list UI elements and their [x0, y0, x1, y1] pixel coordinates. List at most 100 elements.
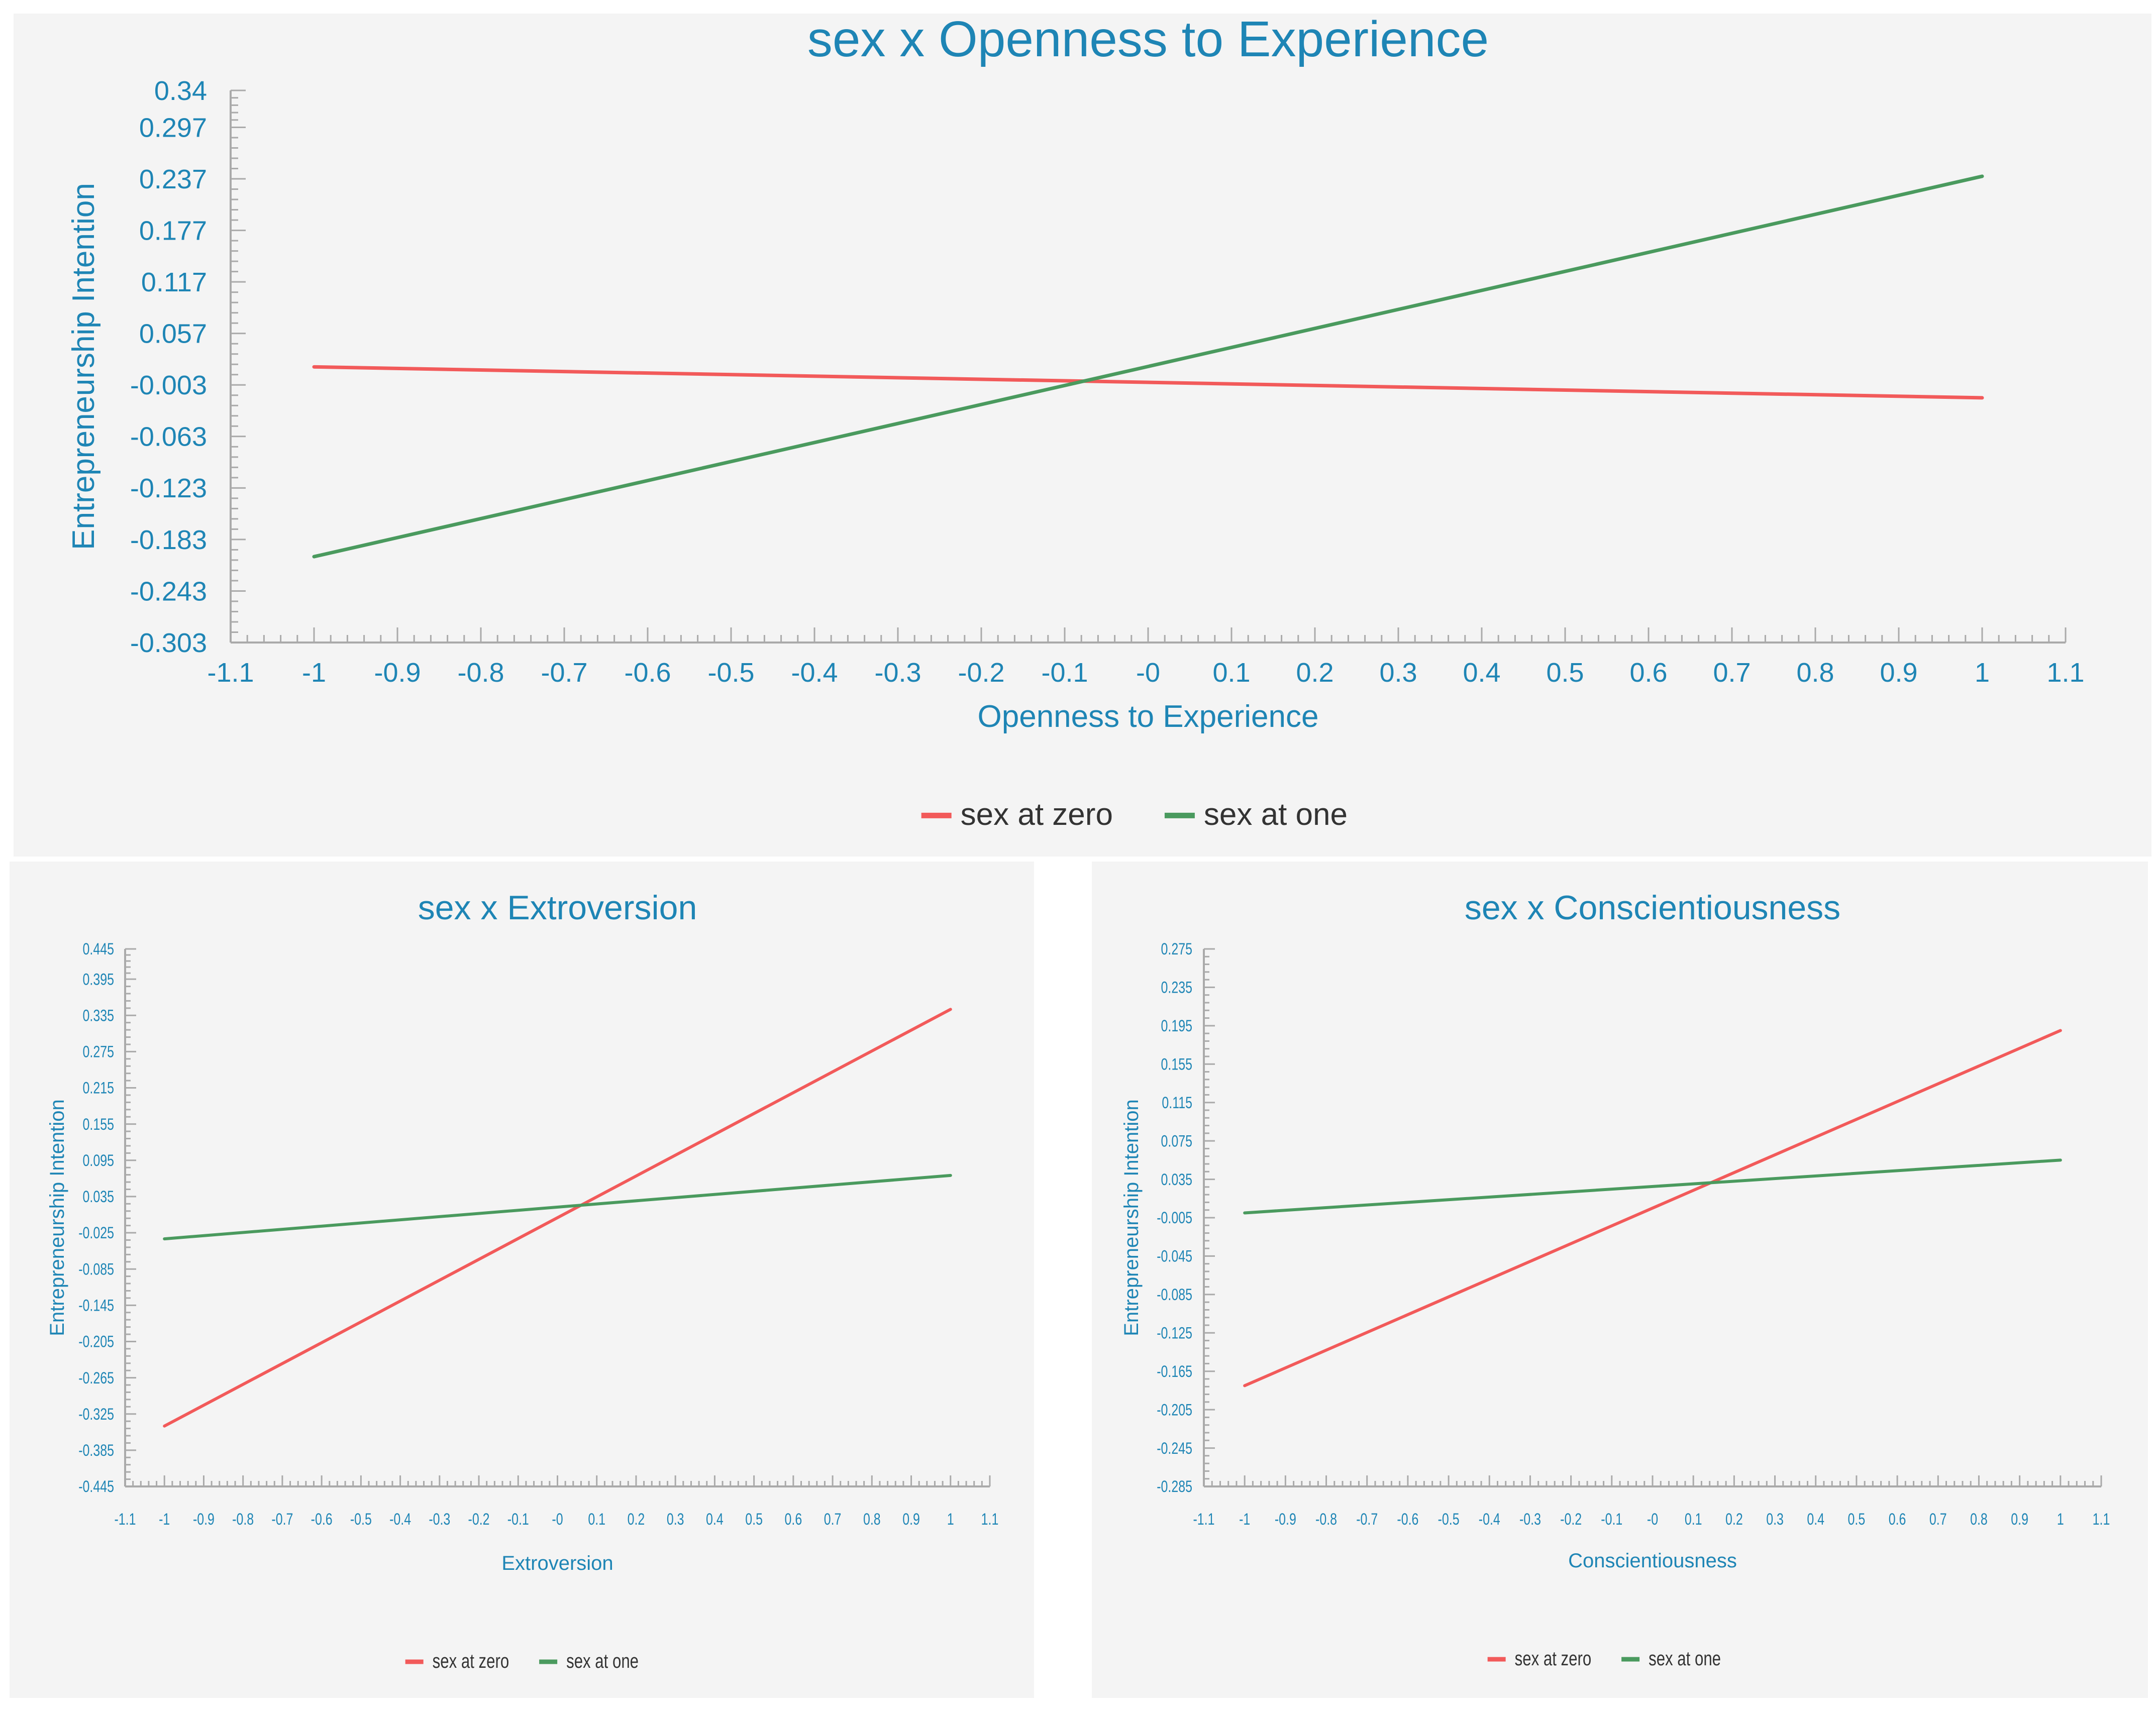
x-tick-label: 1.1 — [2046, 658, 2084, 688]
legend-label: sex at one — [1649, 1647, 1721, 1670]
y-tick-label: 0.297 — [139, 113, 207, 143]
y-tick-label: -0.265 — [78, 1369, 114, 1387]
x-tick-label: -0.3 — [874, 658, 921, 688]
y-axis-title: Entrepreneurship Intention — [46, 1099, 68, 1336]
y-axis-title: Entrepreneurship Intention — [1120, 1099, 1143, 1336]
y-tick-label: -0.243 — [130, 576, 207, 606]
x-tick-label: 0.7 — [1713, 658, 1751, 688]
x-tick-label: 0.8 — [1970, 1511, 1988, 1529]
x-tick-label: -0.5 — [1438, 1511, 1460, 1529]
y-tick-label: 0.34 — [154, 76, 207, 106]
y-tick-label: -0.205 — [1157, 1401, 1192, 1419]
series-line-sex-at-one — [1243, 1158, 2062, 1215]
y-tick-label: -0.245 — [1157, 1440, 1192, 1458]
x-tick-label: 0.7 — [824, 1511, 842, 1529]
legend-label: sex at one — [566, 1650, 639, 1672]
x-tick-label: -0.3 — [429, 1511, 450, 1529]
chart-title: sex x Extroversion — [418, 889, 697, 927]
x-tick-label: 1 — [947, 1511, 954, 1529]
y-tick-label: 0.275 — [1161, 940, 1192, 958]
x-tick-label: -0.2 — [958, 658, 1004, 688]
x-tick-label: -1.1 — [1193, 1511, 1215, 1529]
x-tick-label: -0.3 — [1519, 1511, 1541, 1529]
y-tick-label: 0.095 — [83, 1152, 114, 1170]
y-tick-label: -0.385 — [78, 1442, 114, 1460]
x-tick-label: -0 — [552, 1511, 563, 1529]
x-tick-label: -0.7 — [1356, 1511, 1378, 1529]
x-tick-label: 0.4 — [1807, 1511, 1824, 1529]
y-tick-label: -0.125 — [1157, 1325, 1192, 1343]
y-tick-label: -0.085 — [1157, 1286, 1192, 1304]
x-tick-label: -0.8 — [232, 1511, 254, 1529]
x-tick-label: 1.1 — [981, 1511, 999, 1529]
x-tick-label: 1.1 — [2093, 1511, 2110, 1529]
y-tick-label: -0.123 — [130, 473, 207, 503]
y-tick-label: -0.303 — [130, 628, 207, 658]
x-tick-label: 0.1 — [1685, 1511, 1702, 1529]
y-tick-label: 0.275 — [83, 1043, 114, 1061]
y-tick-label: 0.215 — [83, 1080, 114, 1098]
y-tick-label: 0.445 — [83, 940, 114, 958]
series-line-sex-at-zero — [1243, 1029, 2062, 1387]
legend-label: sex at zero — [1515, 1647, 1592, 1670]
x-tick-label: -1 — [159, 1511, 170, 1529]
x-tick-label: -0.1 — [1601, 1511, 1622, 1529]
y-axis-title: Entrepreneurship Intention — [66, 183, 101, 550]
x-tick-label: -0.9 — [1275, 1511, 1296, 1529]
x-tick-label: 0.9 — [2011, 1511, 2028, 1529]
y-tick-label: 0.035 — [1161, 1171, 1192, 1189]
y-tick-label: -0.145 — [78, 1297, 114, 1315]
x-tick-label: 0.8 — [863, 1511, 881, 1529]
y-tick-label: 0.117 — [141, 267, 207, 297]
x-tick-label: -0.6 — [1397, 1511, 1418, 1529]
y-tick-label: -0.285 — [1157, 1478, 1192, 1496]
y-tick-label: -0.003 — [130, 370, 207, 400]
y-tick-label: 0.035 — [83, 1188, 114, 1206]
x-tick-label: -0.8 — [1315, 1511, 1337, 1529]
x-tick-label: -0.8 — [457, 658, 504, 688]
y-tick-label: 0.075 — [1161, 1132, 1192, 1150]
x-tick-label: 0.1 — [588, 1511, 605, 1529]
x-tick-label: -0.4 — [1479, 1511, 1500, 1529]
chart-panel-conscientiousness: sex x Conscientiousness -1.1 -1 -0.9 -0.8 -0.… — [1092, 862, 2148, 1698]
chart-panel-extroversion: sex x Extroversion -1.1 -1 -0.9 -0.8 -0.7 -0.6… — [10, 862, 1034, 1698]
y-tick-label: -0.025 — [78, 1224, 114, 1242]
x-tick-label: -0.2 — [468, 1511, 490, 1529]
x-tick-label: 0.5 — [1546, 658, 1584, 688]
x-tick-label: -0.5 — [350, 1511, 372, 1529]
x-tick-label: -0.1 — [507, 1511, 529, 1529]
x-tick-label: -0.9 — [193, 1511, 215, 1529]
x-tick-label: -1.1 — [114, 1511, 136, 1529]
x-tick-label: 1 — [2057, 1511, 2064, 1529]
x-tick-label: -0 — [1647, 1511, 1658, 1529]
x-tick-label: -0.1 — [1041, 658, 1088, 688]
x-tick-label: -1 — [302, 658, 326, 688]
x-tick-label: 0.8 — [1796, 658, 1834, 688]
x-tick-label: 0.5 — [745, 1511, 763, 1529]
y-tick-label: -0.005 — [1157, 1209, 1192, 1227]
y-tick-label: 0.395 — [83, 971, 114, 989]
x-tick-label: 0.2 — [1296, 658, 1333, 688]
y-tick-label: 0.335 — [83, 1007, 114, 1025]
x-tick-label: 1 — [1975, 658, 1990, 688]
y-tick-label: 0.057 — [139, 319, 207, 349]
y-tick-label: 0.195 — [1161, 1017, 1192, 1035]
y-tick-label: -0.085 — [78, 1261, 114, 1279]
extroversion-chart: sex x Extroversion -1.1 -1 -0.9 -0.8 -0.7 -0.6… — [46, 889, 999, 1672]
x-tick-label: -1.1 — [207, 658, 254, 688]
x-tick-label: 0.2 — [1725, 1511, 1743, 1529]
x-tick-label: 0.4 — [706, 1511, 724, 1529]
x-tick-label: -0.2 — [1560, 1511, 1582, 1529]
y-tick-label: 0.177 — [139, 216, 207, 246]
x-tick-label: 0.4 — [1463, 658, 1500, 688]
x-tick-label: 0.6 — [785, 1511, 802, 1529]
conscientiousness-chart: sex x Conscientiousness -1.1 -1 -0.9 -0.8 -0.… — [1120, 889, 2110, 1670]
series-line-sex-at-one — [312, 174, 1984, 559]
y-tick-label: -0.183 — [130, 525, 207, 555]
y-tick-label: -0.205 — [78, 1333, 114, 1351]
x-tick-label: -0.7 — [271, 1511, 293, 1529]
openness-chart: sex x Openness to Experience -1.1 -1 -0.9 -0… — [66, 11, 2085, 832]
y-tick-label: 0.235 — [1161, 979, 1192, 997]
x-tick-label: 0.3 — [1766, 1511, 1784, 1529]
y-tick-label: 0.155 — [83, 1116, 114, 1134]
